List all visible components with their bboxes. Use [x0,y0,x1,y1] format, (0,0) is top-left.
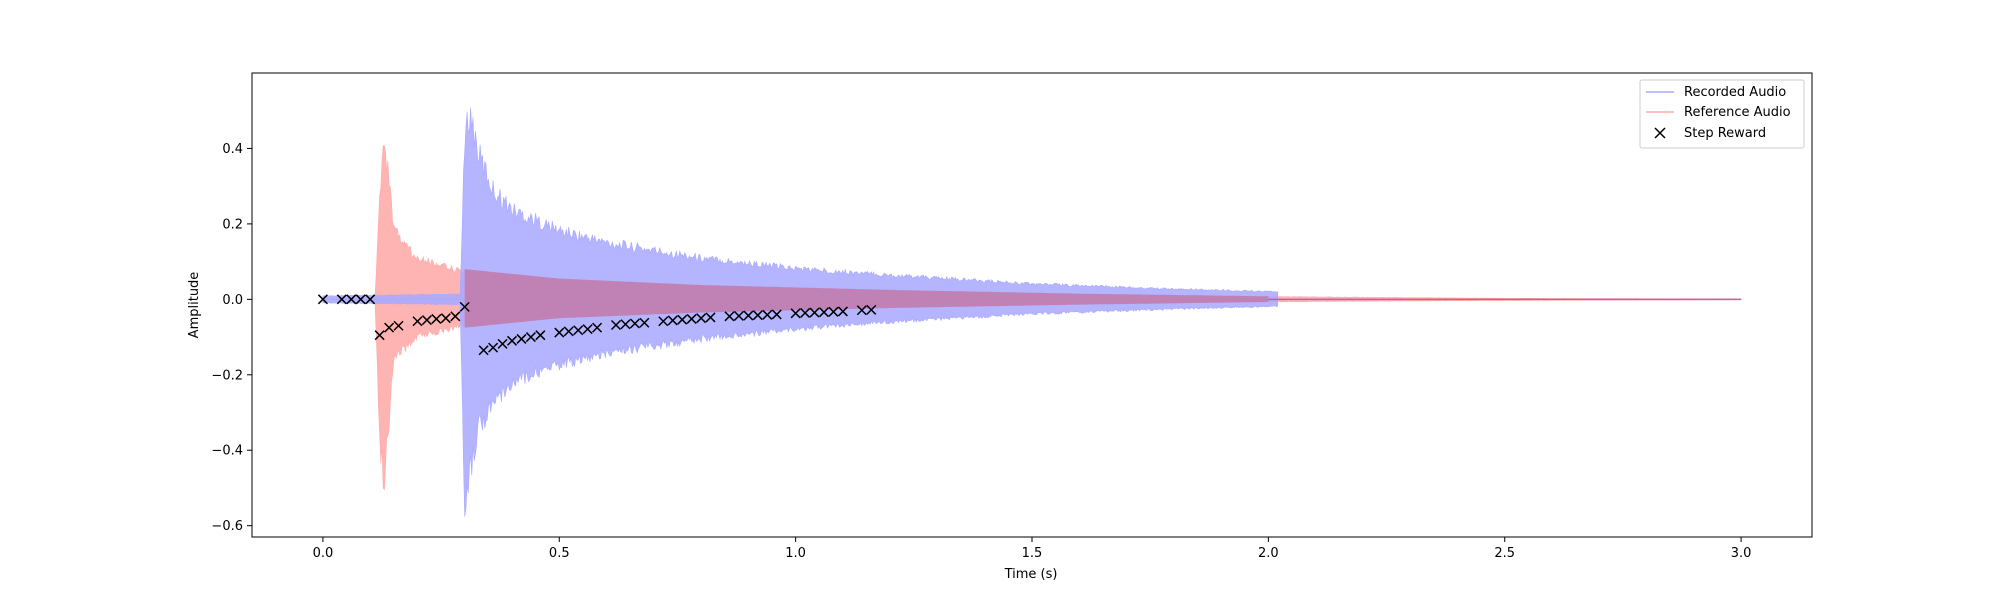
legend-label-reference-audio: Reference Audio [1684,105,1791,120]
x-axis: 0.0 0.5 1.0 1.5 2.0 2.5 3.0 [313,537,1752,561]
step-reward-marker [837,306,848,317]
step-reward-marker [620,319,631,330]
step-reward-marker [866,304,877,315]
y-tick-label: −0.4 [211,444,243,459]
step-reward-marker [762,309,773,320]
step-reward-marker [450,311,461,322]
step-reward-marker [856,305,867,316]
step-reward-marker [563,326,574,337]
step-reward-marker [696,313,707,324]
step-reward-marker [629,318,640,329]
x-tick-label: 0.5 [549,546,570,561]
step-reward-marker [610,319,622,331]
step-reward-marker [374,330,385,341]
step-reward-marker [752,310,763,321]
step-reward-marker [667,315,678,326]
step-reward-marker [554,327,565,338]
x-tick-label: 2.0 [1258,546,1279,561]
step-reward-marker [800,307,811,318]
x-axis-label: Time (s) [1004,567,1058,582]
step-reward-marker [336,294,347,305]
x-tick-label: 1.5 [1022,546,1043,561]
y-tick-label: 0.2 [222,217,243,232]
legend-label-step-reward: Step Reward [1684,126,1766,141]
step-reward-marker [317,294,328,305]
legend-label-recorded-audio: Recorded Audio [1684,85,1786,100]
step-reward-marker [535,330,546,341]
x-tick-label: 1.0 [785,546,806,561]
step-reward-marker [516,333,527,344]
step-reward-marker [365,294,376,305]
step-reward-marker [525,332,536,343]
step-reward-marker [639,317,650,328]
step-reward-marker [818,307,830,318]
step-reward-marker [790,308,801,319]
plot-area [317,107,1742,517]
step-reward-marker [705,312,716,323]
y-axis: −0.6 −0.4 −0.2 0.0 0.2 0.4 [211,142,252,534]
step-reward-marker [771,309,782,320]
y-tick-label: −0.2 [211,368,243,383]
step-reward-marker [809,307,820,318]
legend-swatch-step-reward [1654,127,1666,139]
step-reward-marker [488,342,499,353]
step-reward-marker [497,338,508,349]
step-reward-marker [459,301,470,312]
step-reward-marker [393,320,404,331]
legend: Recorded Audio Reference Audio Step Rewa… [1639,79,1805,149]
x-tick-label: 3.0 [1731,546,1752,561]
step-reward-marker [412,316,423,327]
step-reward-marker [592,322,603,333]
step-reward-marker [658,316,669,327]
waveform-overlap [464,269,1269,328]
step-reward-marker [724,311,735,322]
step-reward-marker [582,324,593,335]
step-reward-marker [478,345,489,356]
step-reward-marker [828,306,839,317]
step-reward-marker [355,294,366,305]
legend-box [1639,79,1805,149]
step-reward-marker [573,325,584,336]
y-tick-label: 0.0 [222,293,243,308]
step-reward-marker [677,314,688,325]
x-tick-label: 2.5 [1494,546,1515,561]
step-reward-marker [686,313,697,324]
step-reward-marker [733,310,744,321]
step-reward-marker [743,310,754,321]
y-tick-label: 0.4 [222,142,243,157]
step-reward-marker [506,335,518,346]
y-axis-label: Amplitude [187,272,202,339]
step-reward-marker [421,315,432,326]
series-recorded-audio-waveform [322,107,1279,517]
x-tick-label: 0.0 [313,546,334,561]
step-reward-marker [346,294,357,305]
step-reward-marker [384,322,395,333]
y-tick-label: −0.6 [211,519,243,534]
step-reward-marker [440,313,451,324]
step-reward-marker [431,313,442,324]
